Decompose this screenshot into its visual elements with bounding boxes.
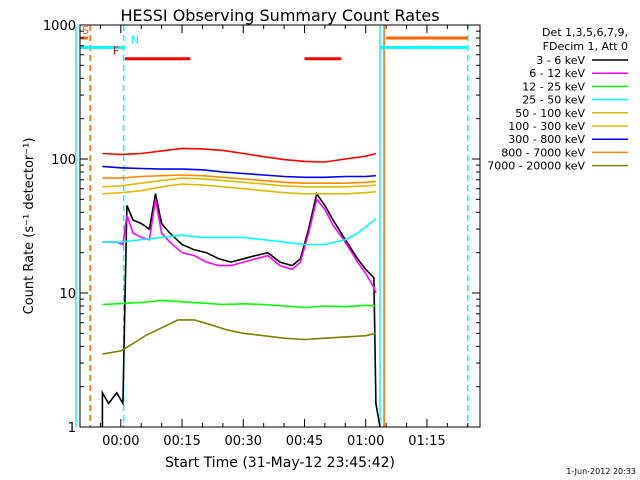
series-line-3	[102, 217, 377, 246]
series-line-1	[102, 197, 377, 294]
series-line-4	[102, 183, 376, 195]
plot-frame	[79, 24, 481, 428]
legend: Det 1,3,5,6,7,9, FDecim 1, Att 0 3 - 6 k…	[487, 26, 628, 173]
legend-label-8: 7000 - 20000 keV	[487, 160, 585, 173]
flag-label-F: F	[113, 45, 119, 58]
legend-label-1: 6 - 12 keV	[529, 67, 585, 80]
series-line-8	[102, 319, 377, 355]
legend-label-0: 3 - 6 keV	[536, 54, 585, 67]
legend-label-3: 25 - 50 keV	[522, 94, 585, 107]
series-line-2	[102, 299, 376, 309]
x-tick-label-1: 00:15	[163, 434, 200, 449]
y-axis-ticks: 1 10 100 1000	[43, 19, 480, 436]
x-tick-label-2: 00:30	[225, 434, 262, 449]
y-axis-label: Count Rate (s⁻¹ detector⁻¹)	[22, 138, 37, 315]
flag-label-S: S	[82, 24, 89, 37]
x-tick-label-4: 01:00	[347, 434, 384, 449]
x-tick-label-0: 00:00	[102, 434, 139, 449]
flag-label-N: N	[131, 33, 139, 46]
legend-label-2: 12 - 25 keV	[522, 80, 585, 93]
y-tick-label-1: 10	[59, 287, 76, 302]
series-lines	[101, 147, 381, 428]
legend-header-line-1: Det 1,3,5,6,7,9,	[542, 26, 628, 39]
y-tick-label-2: 100	[51, 153, 76, 168]
legend-label-4: 50 - 100 keV	[515, 107, 585, 120]
x-tick-label-3: 00:45	[286, 434, 323, 449]
y-tick-label-0: 1	[68, 421, 76, 436]
vertical-markers	[75, 25, 469, 427]
chart-title: HESSI Observing Summary Count Rates	[120, 6, 439, 25]
legend-label-6: 300 - 800 keV	[508, 133, 585, 146]
series-line-7	[102, 174, 376, 184]
series-line-0	[101, 191, 381, 428]
plot-area: S NF 00:00 00:15 00:30 00:45 01:00 01:15 1 10 10…	[43, 19, 481, 449]
series-line-9	[102, 147, 377, 163]
series-line-5	[102, 177, 376, 188]
x-axis-ticks: 00:00 00:15 00:30 00:45 01:00 01:15	[79, 25, 469, 449]
x-axis-label: Start Time (31-May-12 23:45:42)	[165, 455, 395, 471]
legend-label-5: 100 - 300 keV	[508, 120, 585, 133]
flag-bars: S NF	[80, 24, 468, 61]
footer-date: 1-Jun-2012 20:33	[566, 467, 636, 476]
series-line-6	[102, 165, 376, 179]
x-tick-label-5: 01:15	[408, 434, 445, 449]
legend-header-line-2: FDecim 1, Att 0	[543, 40, 628, 53]
legend-label-7: 800 - 7000 keV	[501, 146, 585, 159]
y-tick-label-3: 1000	[43, 19, 76, 34]
